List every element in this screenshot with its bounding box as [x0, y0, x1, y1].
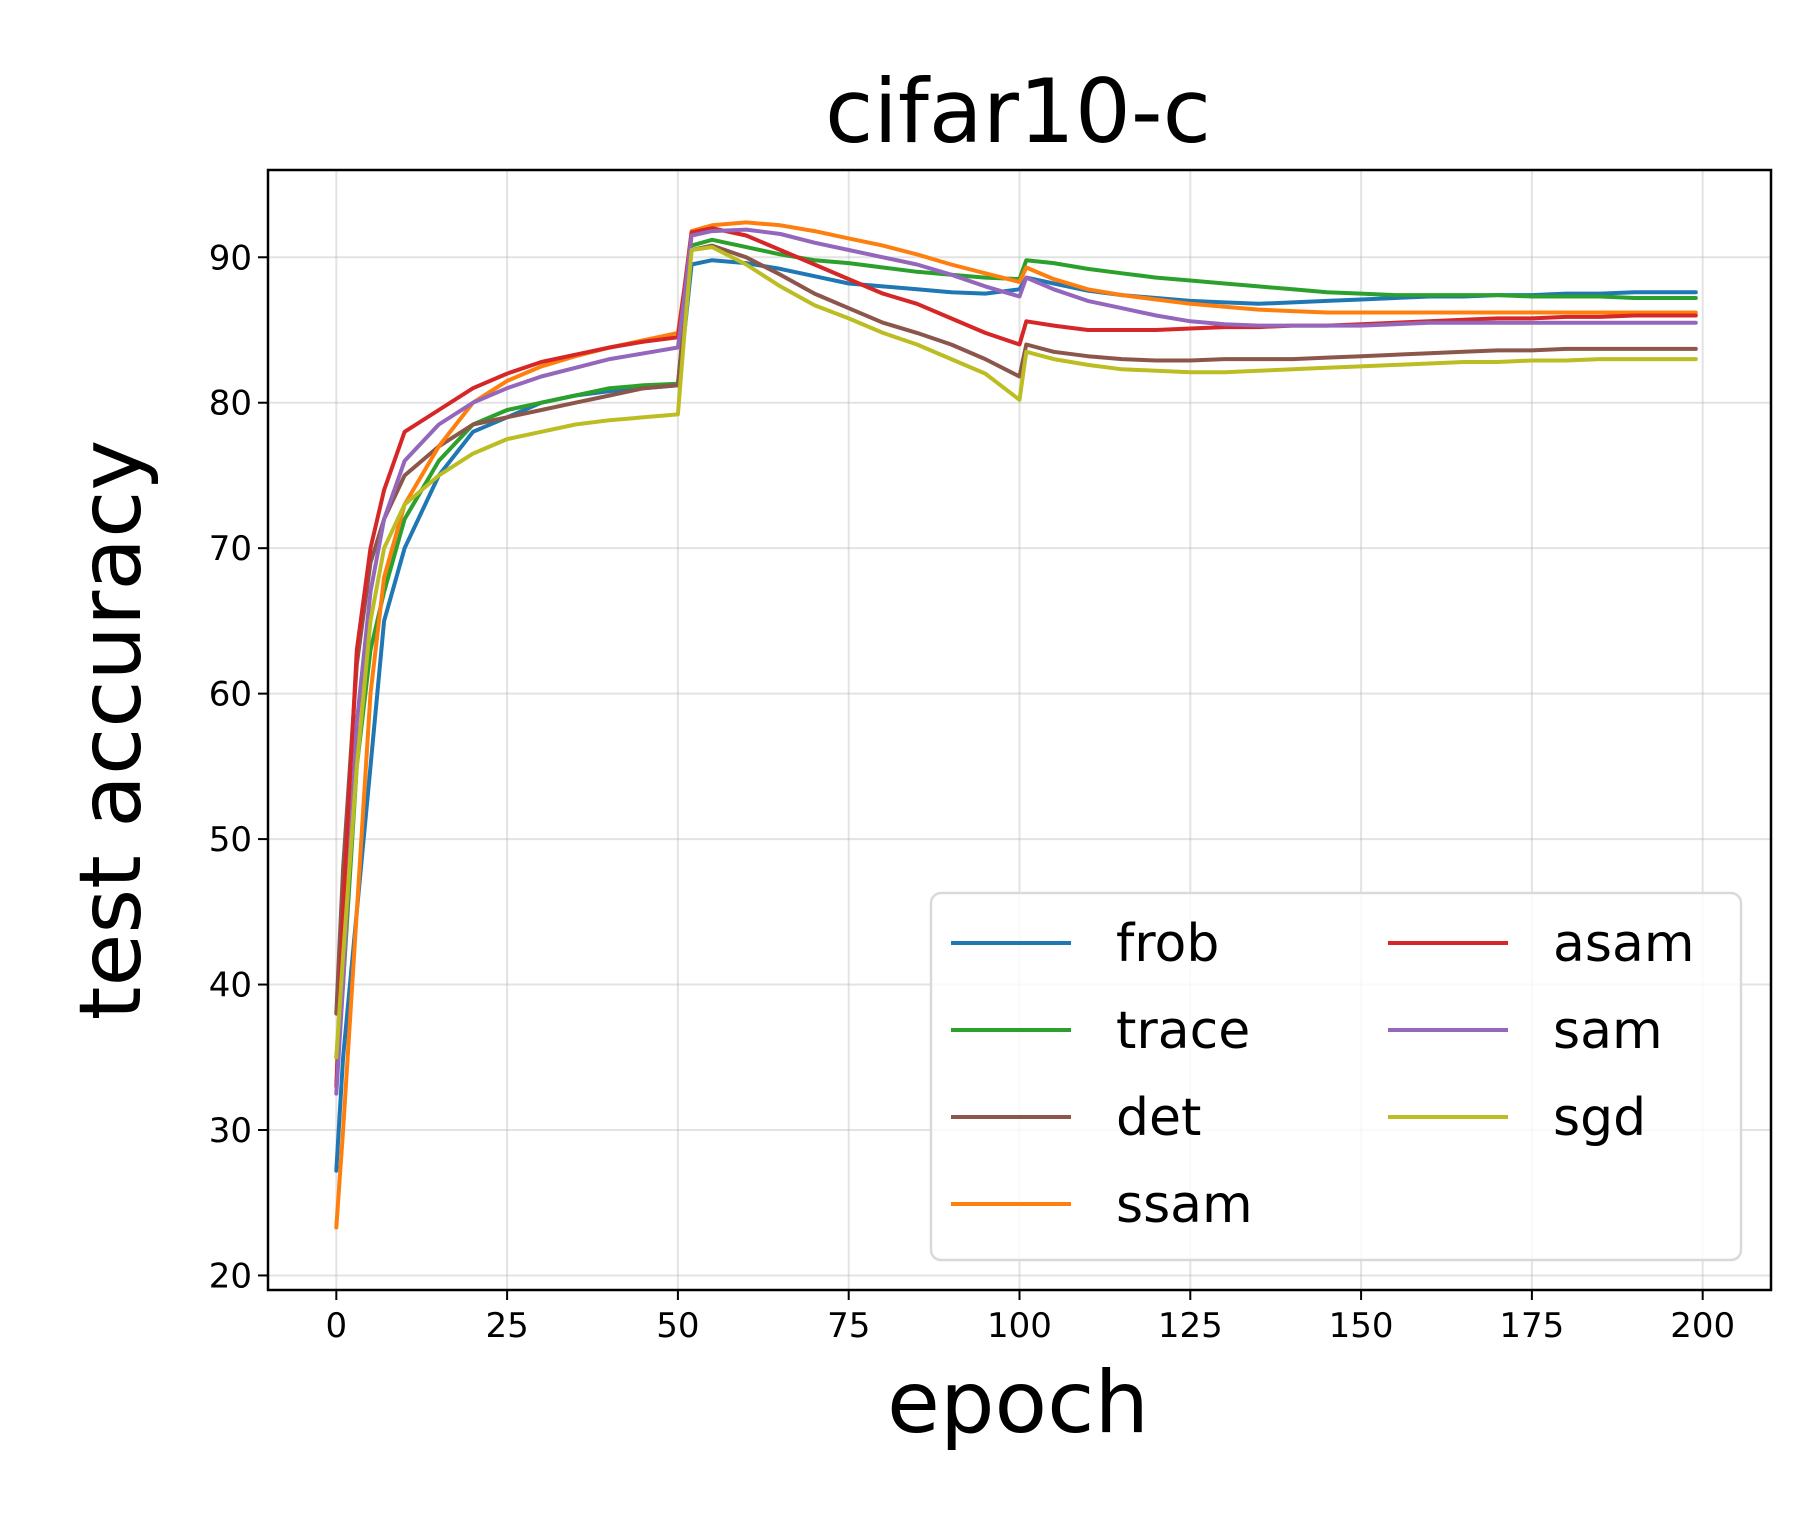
- x-tick-label: 100: [987, 1306, 1052, 1346]
- legend-label-trace: trace: [1116, 1001, 1250, 1061]
- legend-label-ssam: ssam: [1116, 1175, 1253, 1235]
- x-tick-label: 150: [1329, 1306, 1394, 1346]
- x-tick-label: 0: [325, 1306, 347, 1346]
- y-tick-label: 50: [209, 820, 252, 860]
- series-line-det: [334, 243, 1698, 1016]
- x-tick-label: 50: [656, 1306, 699, 1346]
- x-tick-label: 25: [485, 1306, 528, 1346]
- series-line-sam: [334, 227, 1698, 1096]
- y-tick-label: 80: [209, 384, 252, 424]
- y-tick-label: 60: [209, 675, 252, 715]
- legend-label-sgd: sgd: [1553, 1088, 1646, 1148]
- legend: frob trace det ssam asam sam sgd: [929, 891, 1743, 1262]
- y-tick-label: 70: [209, 529, 252, 569]
- y-tick-label: 20: [209, 1256, 252, 1296]
- series-line-sgd: [334, 245, 1698, 1060]
- grid: [268, 170, 1771, 1290]
- legend-box: [929, 891, 1743, 1262]
- y-tick-label: 40: [209, 966, 252, 1006]
- legend-label-asam: asam: [1553, 914, 1694, 974]
- x-axis-ticks: 0 25 50 75 100 125 150 175 200: [325, 1290, 1735, 1346]
- y-axis-label: test accuracy: [61, 440, 161, 1021]
- legend-label-det: det: [1116, 1088, 1201, 1148]
- y-tick-label: 90: [209, 238, 252, 278]
- y-axis-ticks: 20 30 40 50 60 70 80 90: [209, 238, 268, 1296]
- chart-title: cifar10-c: [825, 60, 1211, 163]
- legend-label-frob: frob: [1116, 914, 1219, 974]
- x-tick-label: 125: [1158, 1306, 1223, 1346]
- x-tick-label: 200: [1670, 1306, 1735, 1346]
- series-lines: [334, 220, 1698, 1230]
- y-tick-label: 30: [209, 1111, 252, 1151]
- x-axis-label: epoch: [887, 1353, 1149, 1453]
- legend-label-sam: sam: [1553, 1001, 1663, 1061]
- series-line-ssam: [334, 220, 1698, 1230]
- x-tick-label: 75: [827, 1306, 870, 1346]
- x-tick-label: 175: [1499, 1306, 1564, 1346]
